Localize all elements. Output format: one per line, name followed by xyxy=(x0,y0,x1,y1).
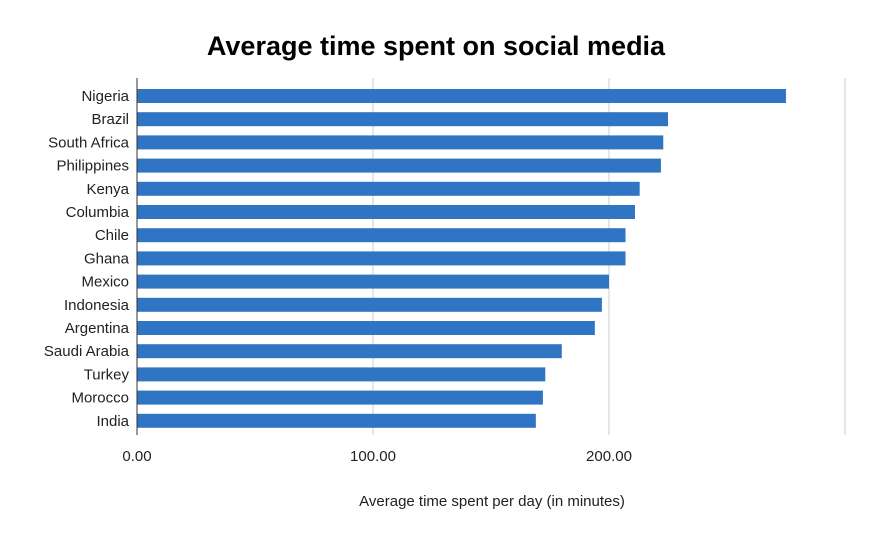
x-tick-labels: 0.00 100.00 200.00 xyxy=(122,448,632,465)
bar-philippines xyxy=(137,158,661,173)
bar-saudi-arabia xyxy=(137,344,562,359)
category-label: Ghana xyxy=(84,250,130,267)
category-label: Morocco xyxy=(71,390,129,407)
category-label: Chile xyxy=(95,227,129,244)
category-label: Mexico xyxy=(81,274,129,291)
bar-brazil xyxy=(137,112,668,127)
bar-chile xyxy=(137,228,626,243)
bar-turkey xyxy=(137,367,546,382)
category-label: India xyxy=(96,413,129,430)
category-label: Saudi Arabia xyxy=(44,343,130,360)
category-label: Nigeria xyxy=(81,88,129,105)
category-label: Turkey xyxy=(84,366,130,383)
category-label: Argentina xyxy=(65,320,130,337)
x-tick-label: 100.00 xyxy=(350,448,396,465)
bars xyxy=(137,89,786,428)
x-tick-label: 0.00 xyxy=(122,448,151,465)
category-label: Indonesia xyxy=(64,297,130,314)
category-label: Brazil xyxy=(91,111,129,128)
bar-nigeria xyxy=(137,89,786,103)
category-label: Kenya xyxy=(86,181,129,198)
bar-columbia xyxy=(137,205,635,219)
bar-mexico xyxy=(137,274,609,289)
x-tick-label: 200.00 xyxy=(586,448,632,465)
chart-title: Average time spent on social media xyxy=(207,31,666,61)
x-axis-title: Average time spent per day (in minutes) xyxy=(359,493,625,510)
bar-kenya xyxy=(137,181,640,196)
category-label: South Africa xyxy=(48,134,130,151)
category-label: Columbia xyxy=(66,204,130,221)
bar-indonesia xyxy=(137,297,602,312)
bar-south-africa xyxy=(137,135,664,150)
category-label: Philippines xyxy=(56,158,129,175)
bar-ghana xyxy=(137,251,626,266)
bar-india xyxy=(137,413,536,428)
bar-argentina xyxy=(137,321,595,335)
category-labels: Nigeria Brazil South Africa Philippines Keny… xyxy=(44,88,130,430)
bar-morocco xyxy=(137,390,543,405)
